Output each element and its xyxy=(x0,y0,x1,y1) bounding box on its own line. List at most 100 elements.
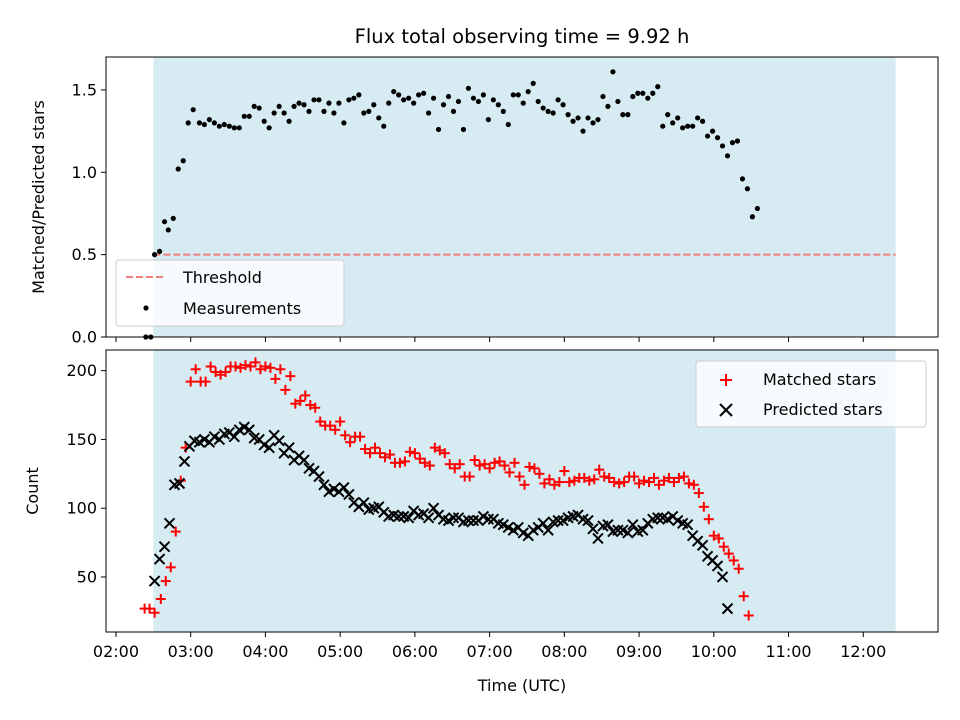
measurement-point xyxy=(236,125,242,131)
predicted-star-point xyxy=(462,514,475,527)
predicted-star-point xyxy=(148,575,161,587)
matched-star-point xyxy=(524,461,535,472)
measurement-point xyxy=(475,98,482,105)
predicted-star-point xyxy=(283,441,295,454)
matched-star-point xyxy=(738,591,749,602)
measurement-point xyxy=(640,90,646,96)
measurement-point xyxy=(246,113,252,119)
matched-star-point xyxy=(584,475,595,486)
matched-star-point xyxy=(639,475,650,486)
top-legend-box xyxy=(115,259,345,327)
measurement-point xyxy=(381,123,387,129)
measurement-point xyxy=(555,97,561,103)
measurements-legend-label: Measurements xyxy=(183,299,301,318)
matched-star-point xyxy=(285,371,296,382)
predicted-star-point xyxy=(313,470,325,483)
measurement-point xyxy=(361,110,367,116)
matched-star-point xyxy=(310,402,321,413)
top-measurements-layer xyxy=(143,69,761,340)
measurement-point xyxy=(585,115,591,121)
measurement-point xyxy=(685,123,691,129)
matched-star-point xyxy=(614,478,625,489)
predicted-star-point xyxy=(592,532,604,545)
matched-star-point xyxy=(693,488,704,499)
matched-star-point xyxy=(355,431,366,442)
measurement-point xyxy=(311,97,317,103)
matched-star-point xyxy=(384,449,395,460)
predicted-legend-label: Predicted stars xyxy=(763,400,883,419)
measurement-point xyxy=(401,97,407,103)
measurement-point xyxy=(180,158,186,164)
matched-star-point xyxy=(733,563,744,574)
matched-star-point xyxy=(683,478,694,489)
matched-star-point xyxy=(544,474,555,485)
predicted-star-point xyxy=(482,513,495,525)
predicted-star-point xyxy=(716,571,729,583)
predicted-star-point xyxy=(163,517,176,530)
measurement-point xyxy=(206,116,212,123)
measurement-point xyxy=(505,121,511,128)
matched-star-point xyxy=(335,416,346,427)
measurement-point xyxy=(520,100,526,106)
predicted-star-point xyxy=(318,479,330,491)
top-y-ticks: 0.0 0.5 1.0 1.5 xyxy=(72,80,106,347)
matched-star-point xyxy=(454,459,465,470)
measurement-point xyxy=(346,97,352,103)
measurements-legend-handle xyxy=(143,305,149,311)
bottom-x-tick-label: 04:00 xyxy=(242,642,288,661)
matched-star-point xyxy=(165,562,176,573)
predicted-star-point xyxy=(447,512,460,524)
measurement-point xyxy=(729,140,736,146)
measurement-point xyxy=(670,120,676,126)
top-y-tick-label: 0.5 xyxy=(72,245,97,264)
measurement-point xyxy=(271,110,277,116)
measurement-point xyxy=(465,85,472,91)
measurement-point xyxy=(495,102,501,108)
matched-star-point xyxy=(499,460,510,471)
matched-legend-label: Matched stars xyxy=(763,370,876,389)
predicted-star-point xyxy=(696,539,709,552)
predicted-star-point xyxy=(298,454,310,466)
predicted-star-point xyxy=(467,514,480,527)
measurement-point xyxy=(560,102,566,108)
bottom-x-tick-label: 02:00 xyxy=(93,642,139,661)
predicted-star-point xyxy=(338,481,350,494)
measurement-point xyxy=(550,110,556,116)
matched-star-point xyxy=(300,390,311,401)
bottom-panel: 50 100 150 200 02:00 03:00 04:00 05:00 06:00 07:… xyxy=(23,349,939,695)
predicted-star-point xyxy=(721,602,734,615)
measurement-point xyxy=(660,123,666,129)
measurement-point xyxy=(580,128,586,134)
measurement-point xyxy=(510,92,516,98)
measurement-point xyxy=(185,120,191,126)
matched-star-point xyxy=(170,526,181,537)
matched-star-point xyxy=(629,471,640,482)
top-chart-title: Flux total observing time = 9.92 h xyxy=(355,25,690,48)
matched-star-point xyxy=(474,460,485,471)
matched-star-point xyxy=(330,424,341,435)
measurement-point xyxy=(655,84,661,90)
bottom-x-tick-label: 05:00 xyxy=(317,642,363,661)
measurement-point xyxy=(709,128,716,134)
measurement-point xyxy=(341,120,347,126)
predicted-star-point xyxy=(711,560,724,572)
measurement-point xyxy=(470,95,477,101)
measurement-point xyxy=(739,176,746,182)
matched-star-point xyxy=(205,361,216,372)
measurement-point xyxy=(530,80,536,86)
measurement-point xyxy=(425,110,432,116)
measurement-point xyxy=(406,95,412,101)
measurement-point xyxy=(724,153,731,159)
measurement-point xyxy=(411,100,417,106)
matched-star-point xyxy=(365,448,376,459)
matched-star-point xyxy=(340,430,351,441)
measurement-point xyxy=(321,108,327,114)
top-y-tick-label: 0.0 xyxy=(72,328,97,347)
measurement-point xyxy=(376,115,382,121)
measurement-point xyxy=(480,92,486,98)
bottom-legend-box xyxy=(695,360,927,428)
measurement-point xyxy=(296,100,302,106)
predicted-star-point xyxy=(173,477,186,490)
matched-star-point xyxy=(589,474,600,485)
